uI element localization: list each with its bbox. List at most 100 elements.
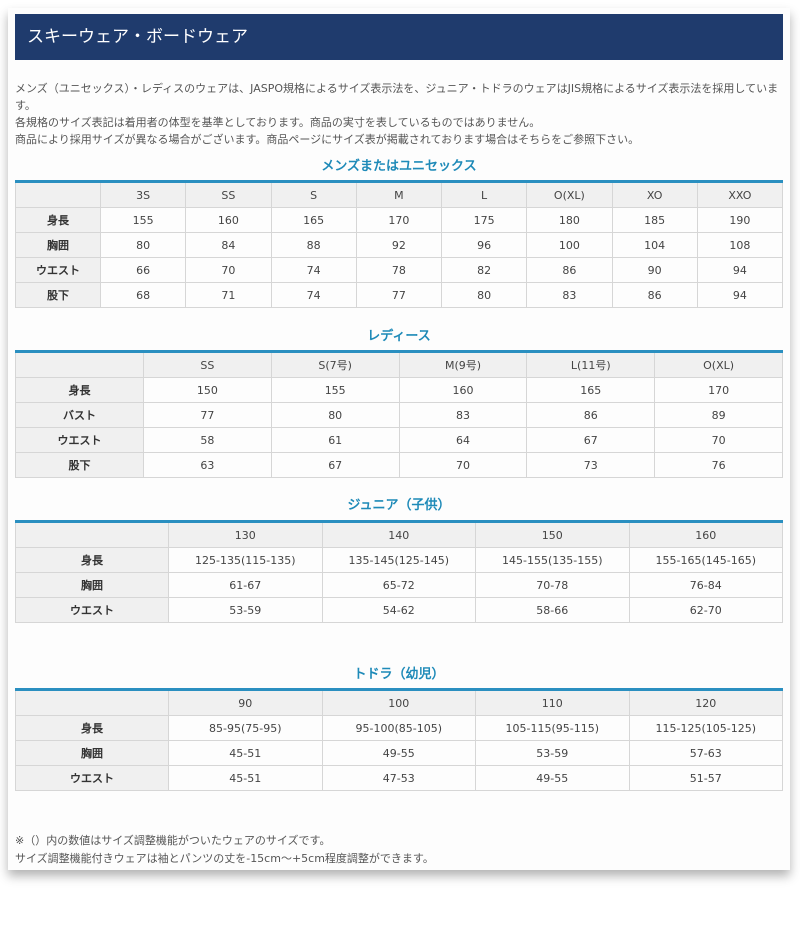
row-label: ウエスト (15, 765, 169, 791)
column-header: 110 (475, 689, 630, 716)
corner-cell (15, 521, 169, 548)
table-cell: 51-57 (628, 765, 783, 791)
table-cell: 92 (355, 232, 443, 258)
column-header: 140 (321, 521, 476, 548)
table-cell: 80 (99, 232, 187, 258)
table-cell: 89 (654, 402, 783, 428)
table-cell: 150 (143, 377, 272, 403)
table-cell: 160 (185, 207, 272, 233)
table-cell: 170 (355, 207, 443, 233)
table-cell: 125-135(115-135) (168, 547, 323, 573)
table-cell: 86 (611, 282, 698, 308)
table-cell: 180 (526, 207, 613, 233)
table-cell: 45-51 (168, 765, 323, 791)
header-row: SS S(7号) M(9号) L(11号) O(XL) (15, 351, 783, 378)
table-row: ウエスト 53-59 54-62 58-66 62-70 (15, 597, 783, 623)
column-header: O(XL) (654, 351, 783, 378)
section-title-toddler: トドラ（幼児） (353, 667, 445, 682)
table-row: 身長 125-135(115-135) 135-145(125-145) 145-15… (15, 547, 783, 573)
row-label: 胸囲 (15, 740, 169, 766)
row-label: ウエスト (15, 427, 144, 453)
section-title-ladies: レディース (367, 329, 431, 344)
table-cell: 96 (440, 232, 528, 258)
table-cell: 145-155(135-155) (475, 547, 630, 573)
row-label: ウエスト (15, 257, 101, 283)
column-header: 3S (99, 181, 187, 208)
row-label: 股下 (15, 452, 144, 478)
size-table-toddler: 90 100 110 120 身長 85-95(75-95) 95-100(85-105) 1… (15, 688, 783, 791)
intro-line: 各規格のサイズ表記は着用者の体型を基準としております。商品の実寸を表しているもの… (15, 116, 541, 129)
table-row: ウエスト 58 61 64 67 70 (15, 427, 783, 453)
column-header: SS (143, 351, 272, 378)
table-cell: 74 (270, 282, 357, 308)
table-cell: 86 (526, 402, 656, 428)
section-title-mens-unisex: メンズまたはユニセックス (321, 159, 477, 174)
table-cell: 61-67 (168, 572, 323, 598)
intro-line: 商品により採用サイズが異なる場合がございます。商品ページにサイズ表が掲載されてお… (15, 133, 640, 146)
note-line: サイズ調整機能付きウェアは袖とパンツの丈を-15cm〜+5cm程度調整ができます… (15, 852, 434, 865)
row-label: 身長 (15, 547, 169, 573)
table-cell: 67 (526, 427, 656, 453)
table-cell: 115-125(105-125) (628, 715, 783, 741)
size-table-junior: 130 140 150 160 身長 125-135(115-135) 135-145(12… (15, 520, 783, 623)
table-cell: 47-53 (321, 765, 476, 791)
table-cell: 49-55 (321, 740, 476, 766)
table-cell: 85-95(75-95) (168, 715, 323, 741)
table-cell: 165 (526, 377, 656, 403)
size-table-mens-unisex: 3S SS S M L O(XL) XO XXO 身長 155 160 165 170 175 180 185… (15, 180, 784, 308)
table-cell: 74 (270, 257, 357, 283)
column-header: 100 (321, 689, 476, 716)
table-cell: 155 (270, 377, 400, 403)
column-header: 130 (168, 521, 323, 548)
table-cell: 100 (526, 232, 613, 258)
row-label: 胸囲 (15, 232, 101, 258)
row-label: 身長 (15, 207, 101, 233)
table-cell: 86 (526, 257, 613, 283)
table-cell: 105-115(95-115) (475, 715, 630, 741)
table-row: 胸囲 61-67 65-72 70-78 76-84 (15, 572, 783, 598)
column-header: M (355, 181, 443, 208)
footnotes: ※（）内の数値はサイズ調整機能がついたウェアのサイズです。 サイズ調整機能付きウ… (15, 832, 434, 868)
table-cell: 63 (143, 452, 272, 478)
table-cell: 45-51 (168, 740, 323, 766)
header-row: 130 140 150 160 (15, 521, 783, 548)
table-cell: 82 (440, 257, 528, 283)
table-cell: 66 (99, 257, 187, 283)
table-row: 身長 85-95(75-95) 95-100(85-105) 105-115(95-1… (15, 715, 783, 741)
table-cell: 57-63 (628, 740, 783, 766)
table-cell: 190 (696, 207, 784, 233)
corner-cell (15, 351, 144, 378)
section-title-junior: ジュニア（子供） (347, 498, 451, 513)
column-header: L(11号) (526, 351, 656, 378)
table-row: 胸囲 80 84 88 92 96 100 104 108 (15, 232, 784, 258)
table-cell: 73 (526, 452, 656, 478)
column-header: 150 (475, 521, 630, 548)
table-cell: 80 (270, 402, 400, 428)
table-row: 身長 155 160 165 170 175 180 185 190 (15, 207, 784, 233)
table-cell: 70 (654, 427, 783, 453)
table-cell: 94 (696, 282, 784, 308)
table-cell: 77 (143, 402, 272, 428)
table-cell: 65-72 (321, 572, 476, 598)
table-cell: 76-84 (628, 572, 783, 598)
column-header: SS (185, 181, 272, 208)
column-header: 120 (628, 689, 783, 716)
column-header: O(XL) (526, 181, 613, 208)
table-cell: 155-165(145-165) (628, 547, 783, 573)
table-cell: 84 (185, 232, 272, 258)
table-cell: 70 (398, 452, 528, 478)
table-cell: 67 (270, 452, 400, 478)
table-cell: 155 (99, 207, 187, 233)
table-cell: 83 (398, 402, 528, 428)
table-row: 股下 63 67 70 73 76 (15, 452, 783, 478)
table-cell: 70-78 (475, 572, 630, 598)
column-header: L (440, 181, 528, 208)
column-header: XXO (696, 181, 784, 208)
column-header: 160 (628, 521, 783, 548)
column-header: 90 (168, 689, 323, 716)
table-row: バスト 77 80 83 86 89 (15, 402, 783, 428)
table-cell: 70 (185, 257, 272, 283)
row-label: 股下 (15, 282, 101, 308)
table-row: 身長 150 155 160 165 170 (15, 377, 783, 403)
size-chart-card: スキーウェア・ボードウェア メンズ（ユニセックス）・レディスのウェアは、JASP… (8, 8, 790, 870)
